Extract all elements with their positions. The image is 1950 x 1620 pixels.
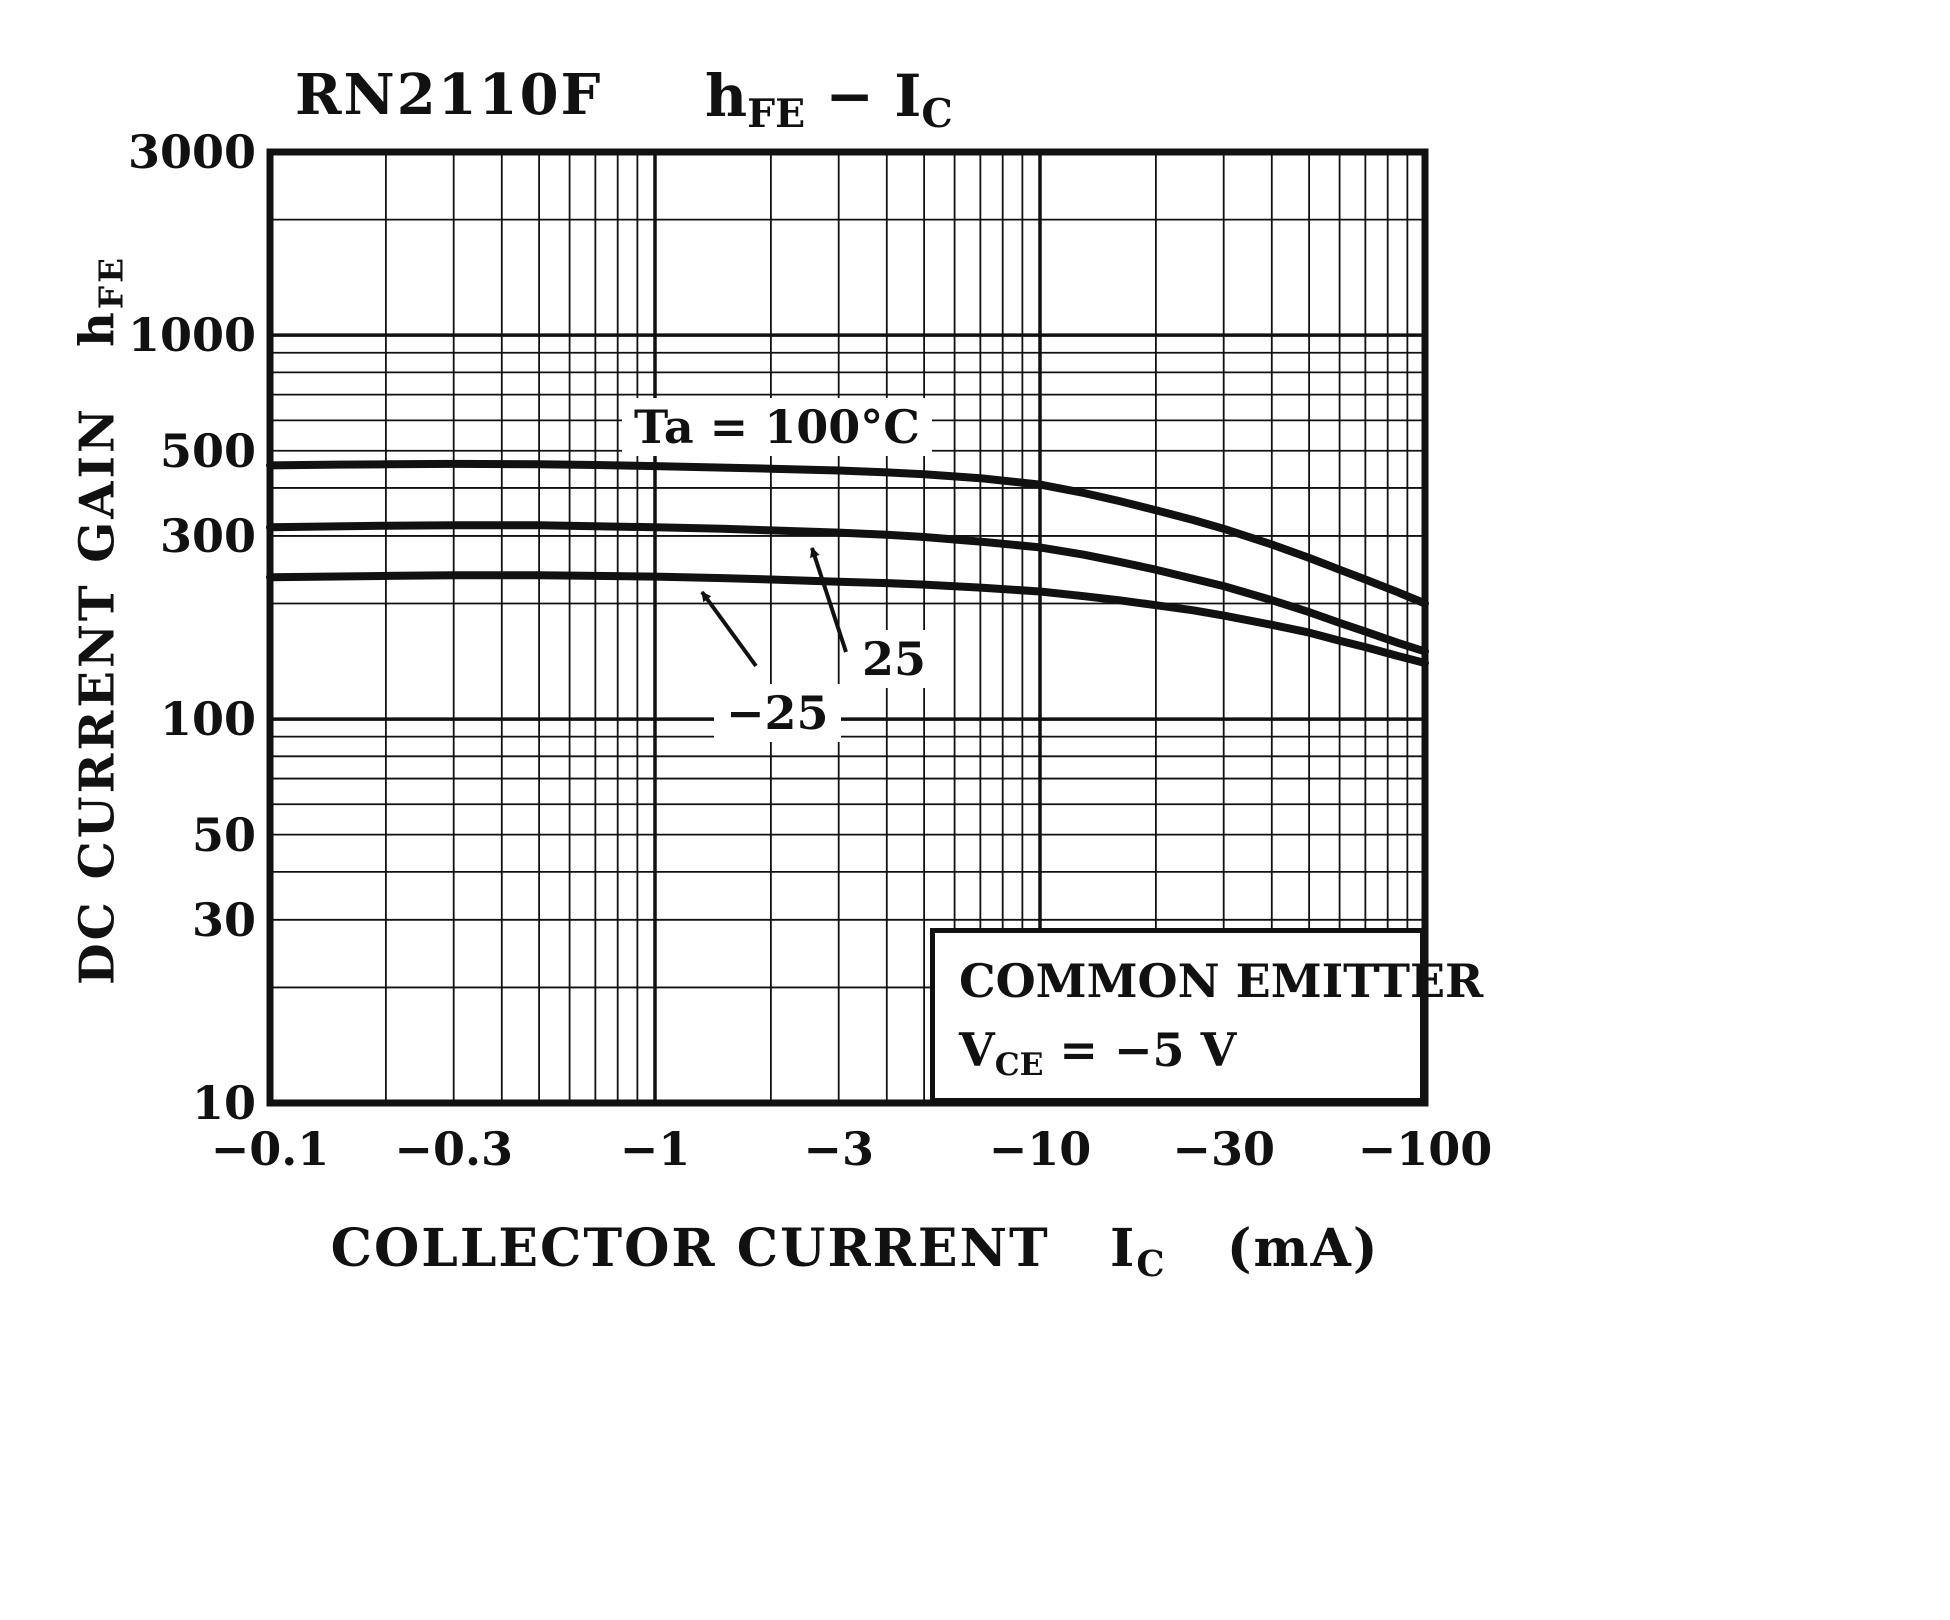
chart-title-h: h xyxy=(705,62,748,130)
chart-title-dash: − xyxy=(825,62,875,130)
chart-title-i: I xyxy=(894,62,922,130)
vce-value: −5 V xyxy=(1114,1023,1237,1077)
vce-symbol: V xyxy=(959,1023,995,1077)
arrow-to-minus25-curve xyxy=(700,590,758,668)
y-tick-label: 50 xyxy=(191,807,256,862)
curve-label-25: 25 xyxy=(850,630,939,688)
conditions-box: COMMON EMITTER VCE = −5 V xyxy=(930,928,1484,1103)
part-number: RN2110F xyxy=(295,62,603,128)
chart-title-i-sub: C xyxy=(921,91,953,138)
curve-label-minus25: −25 xyxy=(714,684,841,742)
x-axis-title-i: I xyxy=(1110,1218,1137,1279)
chart-title: hFE − IC xyxy=(705,62,953,137)
x-tick-label: −10 xyxy=(988,1122,1092,1176)
x-tick-label: −1 xyxy=(619,1122,691,1176)
x-tick-label: −100 xyxy=(1357,1122,1493,1176)
y-tick-label: 1000 xyxy=(127,308,256,363)
y-axis-title: DC CURRENT GAIN hFE xyxy=(69,255,130,985)
x-tick-label: −0.3 xyxy=(394,1122,513,1176)
y-tick-label: 300 xyxy=(159,508,256,563)
vce-symbol-sub: CE xyxy=(994,1046,1044,1083)
y-tick-label: 30 xyxy=(191,892,256,947)
y-axis-title-h: h xyxy=(69,309,126,347)
y-axis-title-h-sub: FE xyxy=(91,255,131,310)
y-tick-label: 3000 xyxy=(127,125,256,179)
vce-equals: = xyxy=(1043,1023,1114,1077)
curve-1 xyxy=(266,521,1429,656)
arrow-to-25-curve xyxy=(810,547,848,653)
x-axis-title-text: COLLECTOR CURRENT xyxy=(330,1218,1050,1279)
conditions-line2: VCE = −5 V xyxy=(959,1016,1420,1089)
x-tick-label: −30 xyxy=(1172,1122,1275,1176)
x-tick-label: −3 xyxy=(803,1122,874,1176)
y-tick-label: 500 xyxy=(159,423,256,478)
chart-title-h-sub: FE xyxy=(747,91,806,138)
curve-0 xyxy=(266,459,1429,608)
y-tick-label: 10 xyxy=(191,1076,256,1130)
x-tick-label: −0.1 xyxy=(210,1122,330,1176)
y-tick-label: 100 xyxy=(159,692,256,747)
curve-2 xyxy=(266,571,1429,667)
y-axis-title-text: DC CURRENT GAIN xyxy=(69,406,126,985)
plot-frame xyxy=(266,148,1429,1107)
x-axis-title-unit: (mA) xyxy=(1226,1218,1380,1279)
conditions-line1: COMMON EMITTER xyxy=(959,954,1484,1008)
x-axis-title-i-sub: C xyxy=(1136,1243,1167,1285)
x-axis-title: COLLECTOR CURRENT IC (mA) xyxy=(331,1218,1380,1285)
curve-label-ta100: Ta = 100°C xyxy=(622,398,932,456)
